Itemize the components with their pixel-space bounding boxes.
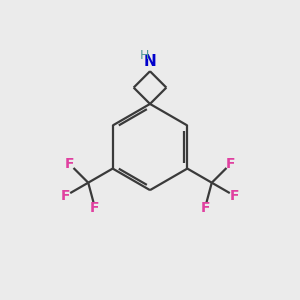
Text: F: F <box>226 157 235 171</box>
Text: F: F <box>200 201 210 215</box>
Text: H: H <box>140 49 149 62</box>
Text: F: F <box>90 201 100 215</box>
Text: N: N <box>144 54 156 69</box>
Text: F: F <box>61 189 70 203</box>
Text: F: F <box>65 157 74 171</box>
Text: F: F <box>230 189 239 203</box>
